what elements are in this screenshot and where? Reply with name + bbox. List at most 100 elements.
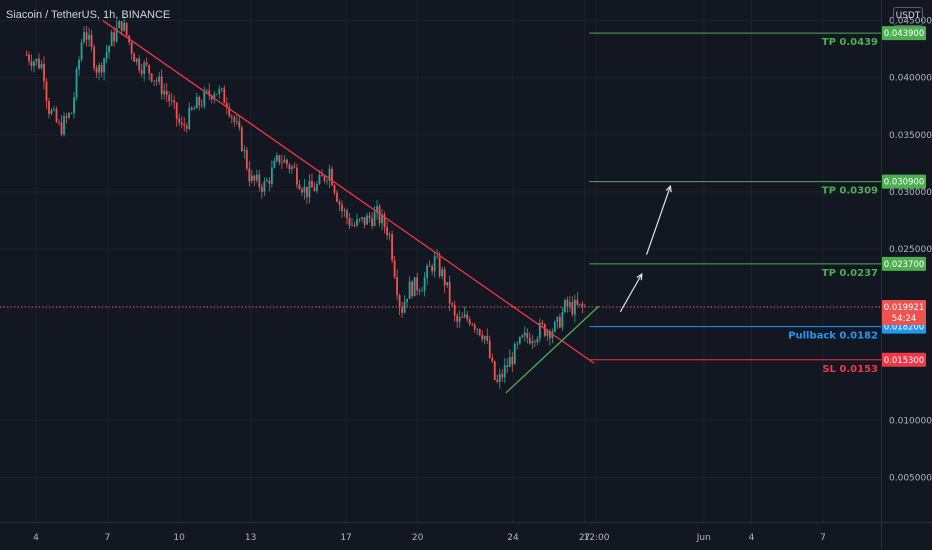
price-tick-label: 0.035000 xyxy=(889,131,932,141)
candle xyxy=(558,313,561,329)
candle xyxy=(291,164,293,174)
candle-body xyxy=(476,329,479,330)
candle-body xyxy=(218,88,221,95)
price-tick-label: 0.030000 xyxy=(889,188,932,198)
candle-body xyxy=(225,103,228,108)
candle-body xyxy=(581,303,584,307)
level-lines[interactable]: TP 0.0439 TP 0.0309 TP 0.0237 Pullback 0.01… xyxy=(0,32,881,375)
candle-body xyxy=(145,62,148,65)
candle xyxy=(248,161,251,187)
time-tick-label: 17 xyxy=(340,533,351,543)
candle-body xyxy=(158,76,161,82)
price-tags: 0.043900 0.030900 0.023700 0.018200 0.015300… xyxy=(882,26,926,367)
candle xyxy=(223,85,226,104)
candle xyxy=(443,266,446,293)
candle xyxy=(40,60,43,70)
candle-body xyxy=(143,62,146,74)
candle xyxy=(556,316,559,329)
candle-body xyxy=(526,332,529,339)
candle-body xyxy=(135,58,138,62)
candle xyxy=(198,95,201,111)
candle-body xyxy=(353,225,356,226)
downtrend-line[interactable] xyxy=(102,20,595,364)
candle xyxy=(521,334,524,339)
projection-arrow[interactable] xyxy=(619,272,643,313)
candle-body xyxy=(113,32,116,42)
candle xyxy=(98,62,100,81)
candle-body xyxy=(278,155,281,163)
candle-body xyxy=(65,116,68,118)
candle xyxy=(180,116,183,129)
candle-body xyxy=(431,266,434,272)
candle xyxy=(456,313,459,329)
candle xyxy=(178,113,181,126)
candle-body xyxy=(210,95,213,100)
candle xyxy=(376,199,378,220)
candle-body xyxy=(358,218,361,220)
candle xyxy=(195,92,198,109)
candle-body xyxy=(338,201,341,205)
candle xyxy=(45,77,48,109)
time-tick-label: 13 xyxy=(245,533,256,543)
candle-body xyxy=(308,180,311,198)
level-label: TP 0.0237 xyxy=(822,268,878,279)
candle-body xyxy=(378,206,381,224)
candle-body xyxy=(498,374,501,382)
time-tick-label: 4 xyxy=(33,533,39,543)
candle xyxy=(378,203,381,227)
candle-body xyxy=(165,90,168,95)
candle xyxy=(333,184,336,196)
candle xyxy=(493,360,496,381)
candle xyxy=(125,22,128,38)
candle-body xyxy=(78,59,80,70)
candle-body xyxy=(88,34,90,40)
trendlines[interactable] xyxy=(102,20,600,394)
candle xyxy=(306,186,308,205)
candle-body xyxy=(578,303,581,305)
candle-body xyxy=(45,81,48,102)
candle-body xyxy=(306,186,308,198)
candle-body xyxy=(183,124,186,126)
candle xyxy=(496,374,499,384)
projection-arrows[interactable] xyxy=(619,184,672,313)
candle xyxy=(233,115,236,127)
price-tick-label: 0.005000 xyxy=(889,473,932,483)
candle xyxy=(203,86,206,109)
candle-body xyxy=(406,298,409,302)
candle-body xyxy=(198,96,201,106)
candle-body xyxy=(33,61,35,66)
time-tick-label: 20 xyxy=(412,533,424,543)
candle-body xyxy=(503,365,506,378)
candle-body xyxy=(170,100,173,102)
candle-body xyxy=(125,22,128,36)
candle-body xyxy=(188,107,191,129)
candle-body xyxy=(301,189,303,193)
candle-body xyxy=(441,269,444,276)
candle-body xyxy=(230,116,233,118)
currency-button[interactable]: USDT xyxy=(893,7,923,26)
candle xyxy=(366,212,368,225)
projection-arrow[interactable] xyxy=(645,184,672,255)
candle-body xyxy=(130,42,133,54)
candle xyxy=(268,177,271,192)
candle-body xyxy=(343,210,346,212)
candle-body xyxy=(40,64,43,69)
candle-body xyxy=(396,276,398,296)
candle xyxy=(190,106,193,112)
arrow-shaft xyxy=(619,273,643,313)
symbol-title: Siacoin / TetherUS, 1h, BINANCE xyxy=(6,9,171,21)
candle-body xyxy=(255,174,258,181)
candle-body xyxy=(403,301,406,313)
candle xyxy=(498,368,501,389)
candle xyxy=(328,164,331,189)
price-axis[interactable]: 0.045000 0.040000 0.035000 0.030000 0.025000… xyxy=(889,17,932,484)
candle xyxy=(28,51,30,66)
candle-body xyxy=(361,217,363,219)
candle xyxy=(353,221,356,228)
uptrend-line[interactable] xyxy=(505,305,600,394)
candle xyxy=(533,339,536,348)
candle-body xyxy=(336,192,338,202)
candle xyxy=(308,174,311,204)
